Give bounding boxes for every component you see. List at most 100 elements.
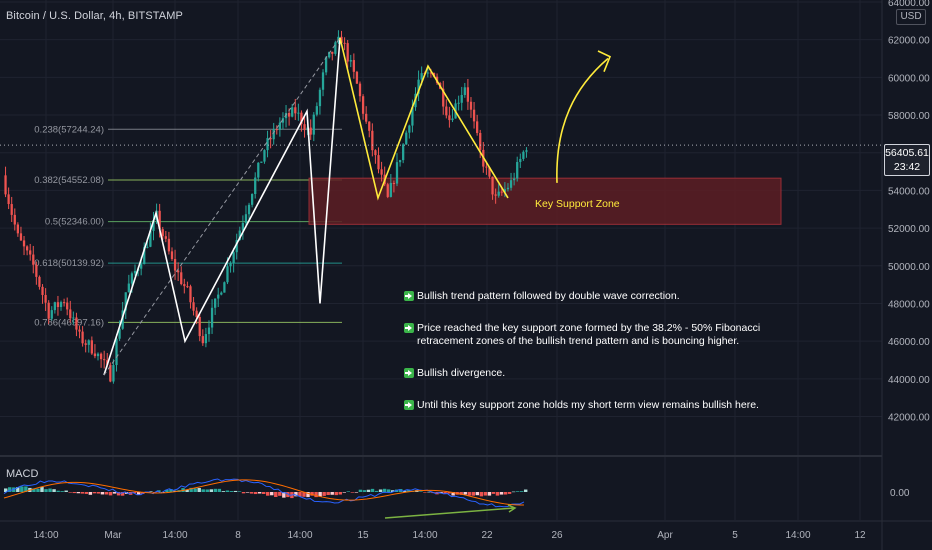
candle-body — [250, 194, 254, 205]
currency-button[interactable]: USD — [896, 9, 926, 25]
candle-body — [371, 130, 374, 151]
bar-countdown: 23:42 — [893, 161, 921, 173]
candle-body — [269, 138, 272, 140]
candle-body — [368, 121, 371, 131]
candle-body — [408, 125, 411, 133]
candle-body — [294, 107, 297, 114]
candle-body — [512, 178, 516, 181]
macd-histogram-bar — [370, 488, 375, 492]
x-tick-label: 14:00 — [162, 530, 187, 541]
candle-body — [53, 302, 56, 311]
macd-histogram-bar — [270, 492, 274, 496]
candle-body — [312, 114, 315, 135]
trend-dashed-line — [103, 37, 341, 376]
x-tick-label: 14:00 — [287, 530, 312, 541]
y-tick-label: 52000.00 — [888, 224, 930, 235]
x-tick-label: 8 — [235, 530, 241, 541]
macd-histogram-bar — [459, 492, 463, 495]
macd-histogram-bar — [209, 489, 213, 492]
macd-line — [3, 478, 525, 508]
candle-body — [210, 307, 214, 328]
candle-body — [297, 112, 300, 114]
macd-histogram-bar — [503, 492, 508, 495]
macd-histogram-bar — [511, 491, 516, 493]
candle-body — [180, 272, 183, 285]
candle-body — [352, 60, 355, 72]
candle-body — [503, 189, 507, 193]
candle-body — [10, 204, 13, 215]
macd-histogram-bar — [507, 492, 512, 494]
fib-level-label: 0.382(54552.08) — [34, 175, 104, 186]
macd-histogram-bar — [447, 492, 451, 494]
candle-body — [506, 187, 510, 190]
macd-histogram-bar — [471, 492, 475, 496]
macd-histogram-bar — [362, 490, 367, 492]
candle-body — [343, 42, 346, 44]
x-tick-label: Mar — [104, 530, 122, 541]
candle-body — [491, 176, 494, 195]
macd-histogram-bar — [116, 492, 121, 496]
macd-histogram-bar — [382, 488, 387, 492]
candle-body — [405, 132, 408, 145]
x-tick-label: Apr — [657, 530, 673, 541]
macd-histogram-bar — [330, 492, 334, 495]
macd-indicator-label[interactable]: MACD — [6, 468, 39, 480]
x-tick-label: 14:00 — [33, 530, 58, 541]
macd-histogram-bar — [96, 492, 101, 494]
chart-grid — [0, 0, 882, 520]
note-item: Bullish divergence. — [404, 367, 804, 380]
macd-histogram-bar — [475, 492, 480, 496]
macd-histogram-bar — [149, 491, 153, 492]
macd-histogram-bar — [443, 492, 447, 495]
macd-histogram-bar — [213, 488, 218, 492]
candle-body — [411, 107, 414, 126]
macd-histogram-bar — [229, 491, 234, 492]
candle-body — [32, 254, 35, 265]
candle-body — [226, 266, 229, 283]
macd-histogram-bar — [266, 492, 270, 496]
macd-histogram-bar — [419, 491, 423, 493]
note-item: Bullish trend pattern followed by double… — [404, 290, 804, 303]
macd-histogram-bar — [36, 488, 40, 492]
y-tick-label: 42000.00 — [888, 413, 930, 424]
y-tick-label: 44000.00 — [888, 375, 930, 386]
right-arrow-icon — [404, 291, 414, 301]
candle-body — [361, 96, 365, 114]
candle-body — [177, 270, 180, 273]
projection-arrow-curve — [556, 57, 609, 183]
candle-body — [133, 270, 137, 274]
candle-body — [25, 246, 29, 251]
candle-body — [189, 286, 192, 303]
candle-body — [38, 276, 41, 287]
candle-body — [121, 310, 124, 329]
candle-body — [497, 191, 500, 196]
note-text: Bullish divergence. — [417, 367, 506, 379]
candle-body — [469, 101, 473, 110]
candle-body — [229, 263, 232, 267]
macd-histogram-bar — [221, 491, 226, 492]
candle-body — [309, 127, 312, 135]
candle-body — [195, 310, 198, 318]
y-tick-label: 46000.00 — [888, 337, 930, 348]
macd-histogram-bar — [88, 492, 93, 495]
candle-body — [451, 118, 454, 121]
macd-histogram-bar — [185, 489, 189, 492]
macd-histogram-bar — [68, 492, 72, 493]
macd-histogram-bar — [137, 492, 141, 495]
candle-body — [346, 43, 349, 62]
candle-body — [522, 151, 525, 159]
symbol-title[interactable]: Bitcoin / U.S. Dollar, 4h, BITSTAMP — [6, 10, 183, 22]
macd-histogram-bar — [24, 486, 28, 492]
candle-body — [84, 343, 87, 345]
candle-body — [112, 365, 115, 382]
candle-body — [442, 88, 445, 107]
macd-histogram-bar — [451, 492, 455, 496]
candle-body — [50, 310, 53, 319]
macd-histogram-bar — [104, 492, 109, 495]
candle-body — [275, 129, 278, 131]
candle-body — [143, 247, 146, 265]
macd-histogram-bar — [237, 491, 242, 492]
candle-body — [167, 238, 171, 252]
